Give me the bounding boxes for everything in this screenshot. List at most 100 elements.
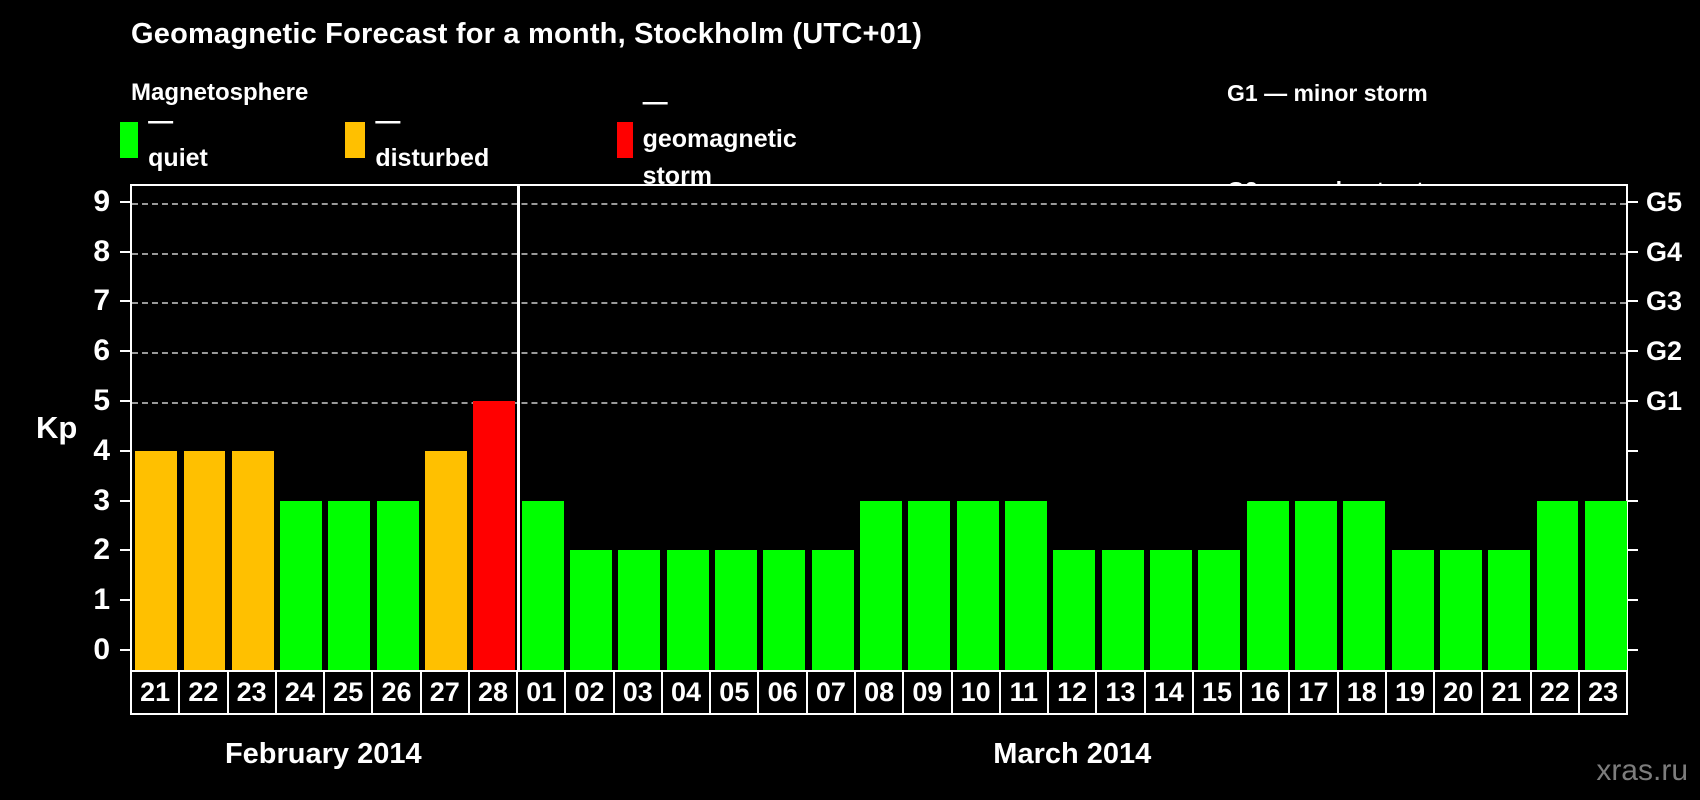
bar-day-22-kp3 [1536, 500, 1579, 670]
right-axis-label-G5: G5 [1646, 186, 1683, 217]
right-tick-kp5 [1628, 400, 1638, 402]
bar-day-12-kp2 [1053, 550, 1096, 670]
plot-area [130, 184, 1628, 670]
bar-day-20-kp2 [1439, 550, 1482, 670]
bar-day-11-kp3 [1005, 500, 1047, 670]
bar-day-09-kp3 [908, 500, 951, 670]
y-tick-label-3: 3 [93, 483, 110, 517]
day-axis-row: 21 22 23 24 25 26 27 28 01 02 03 04 05 06 07 08 09 10 11 12… [130, 670, 1629, 715]
y-axis-title: Kp [36, 410, 78, 445]
bar-day-21-kp2 [1488, 550, 1531, 670]
bar-day-25-kp3 [328, 500, 371, 670]
day-label-mar-06: 06 [757, 670, 808, 715]
legend-item-quiet: — quiet [120, 107, 215, 172]
bar-day-04-kp2 [666, 550, 709, 670]
bar-day-24-kp3 [280, 500, 323, 670]
day-label-mar-01: 01 [516, 670, 567, 715]
right-tick-kp7 [1628, 300, 1638, 303]
month-label-february: February 2014 [224, 738, 422, 770]
day-label-mar-05: 05 [709, 670, 760, 715]
bar-day-26-kp3 [376, 500, 419, 670]
storm-scale-line-g1: G1 — minor storm [1227, 79, 1428, 106]
bar-day-22-kp4 [183, 450, 226, 670]
bar-day-21-kp4 [135, 450, 178, 670]
chart-title: Geomagnetic Forecast for a month, Stockh… [131, 18, 923, 50]
day-label-mar-20: 20 [1433, 670, 1484, 715]
bar-day-02-kp2 [570, 550, 613, 670]
bar-day-19-kp2 [1391, 550, 1434, 670]
gridline-kp8 [132, 252, 1626, 255]
gridline-kp7 [132, 302, 1626, 305]
bar-day-01-kp3 [521, 500, 564, 670]
right-axis-label-G2: G2 [1646, 336, 1683, 367]
bar-day-23-kp4 [231, 450, 274, 670]
y-tick-label-1: 1 [93, 583, 110, 617]
legend-label-quiet: — quiet [148, 106, 208, 172]
bar-day-16-kp3 [1246, 500, 1289, 670]
month-label-march: March 2014 [993, 738, 1152, 770]
right-tick-kp9 [1628, 200, 1638, 203]
right-axis-label-G1: G1 [1646, 386, 1683, 416]
day-label-mar-18: 18 [1336, 670, 1387, 715]
left-tick-kp7 [120, 300, 130, 303]
left-tick-kp4 [120, 449, 130, 452]
bar-day-07-kp2 [811, 550, 854, 670]
y-tick-label-6: 6 [93, 334, 110, 368]
magnetosphere-label: Magnetosphere [131, 79, 309, 106]
left-tick-kp8 [120, 250, 130, 253]
month-separator [517, 186, 521, 670]
day-label-feb-28: 28 [467, 670, 519, 715]
day-label-mar-08: 08 [853, 670, 905, 715]
bar-day-14-kp2 [1149, 550, 1192, 670]
watermark: xras.ru [1596, 754, 1688, 787]
day-label-mar-23: 23 [1577, 670, 1629, 715]
left-tick-kp9 [120, 200, 130, 203]
gridline-kp9 [132, 202, 1626, 205]
legend-label-disturbed: — disturbed [375, 106, 490, 172]
day-label-mar-17: 17 [1288, 670, 1339, 715]
right-tick-kp2 [1628, 549, 1638, 552]
bar-day-27-kp4 [425, 450, 468, 670]
day-label-mar-10: 10 [950, 670, 1001, 715]
right-tick-kp8 [1628, 250, 1638, 253]
right-tick-kp3 [1628, 499, 1638, 502]
y-tick-label-5: 5 [93, 384, 110, 417]
y-tick-label-9: 9 [93, 184, 110, 218]
bar-day-05-kp2 [715, 550, 757, 670]
day-label-mar-21: 21 [1481, 670, 1532, 715]
day-label-mar-22: 22 [1529, 670, 1580, 715]
y-tick-label-8: 8 [93, 234, 110, 268]
day-label-mar-19: 19 [1384, 670, 1436, 715]
bar-day-17-kp3 [1294, 500, 1337, 670]
day-label-mar-09: 09 [902, 670, 953, 715]
day-label-mar-07: 07 [805, 670, 856, 715]
left-tick-kp1 [120, 599, 130, 602]
y-tick-label-7: 7 [93, 284, 110, 318]
bar-day-10-kp3 [956, 500, 999, 670]
day-label-mar-12: 12 [1047, 670, 1098, 715]
right-tick-kp4 [1628, 449, 1638, 452]
right-axis-label-G3: G3 [1646, 286, 1683, 317]
day-label-mar-16: 16 [1240, 670, 1291, 715]
day-label-feb-27: 27 [419, 670, 470, 715]
disturbed-color-swatch [345, 121, 366, 158]
bar-day-13-kp2 [1101, 550, 1144, 670]
day-label-mar-13: 13 [1095, 670, 1146, 715]
day-label-feb-22: 22 [178, 670, 229, 715]
bar-day-28-kp5 [473, 401, 516, 670]
bar-day-06-kp2 [763, 550, 806, 670]
left-tick-kp0 [120, 649, 130, 651]
left-tick-kp2 [120, 549, 130, 552]
y-tick-label-2: 2 [93, 533, 110, 567]
left-tick-kp5 [120, 400, 130, 402]
day-label-mar-02: 02 [564, 670, 615, 715]
day-label-mar-15: 15 [1191, 670, 1243, 715]
day-label-feb-25: 25 [323, 670, 374, 715]
right-axis-label-G4: G4 [1646, 236, 1683, 267]
bar-day-08-kp3 [860, 500, 902, 670]
legend-label-storm: — geomagnetic storm [642, 88, 797, 190]
bar-day-03-kp2 [618, 550, 661, 670]
bar-day-15-kp2 [1198, 550, 1241, 670]
day-label-feb-24: 24 [274, 670, 326, 715]
